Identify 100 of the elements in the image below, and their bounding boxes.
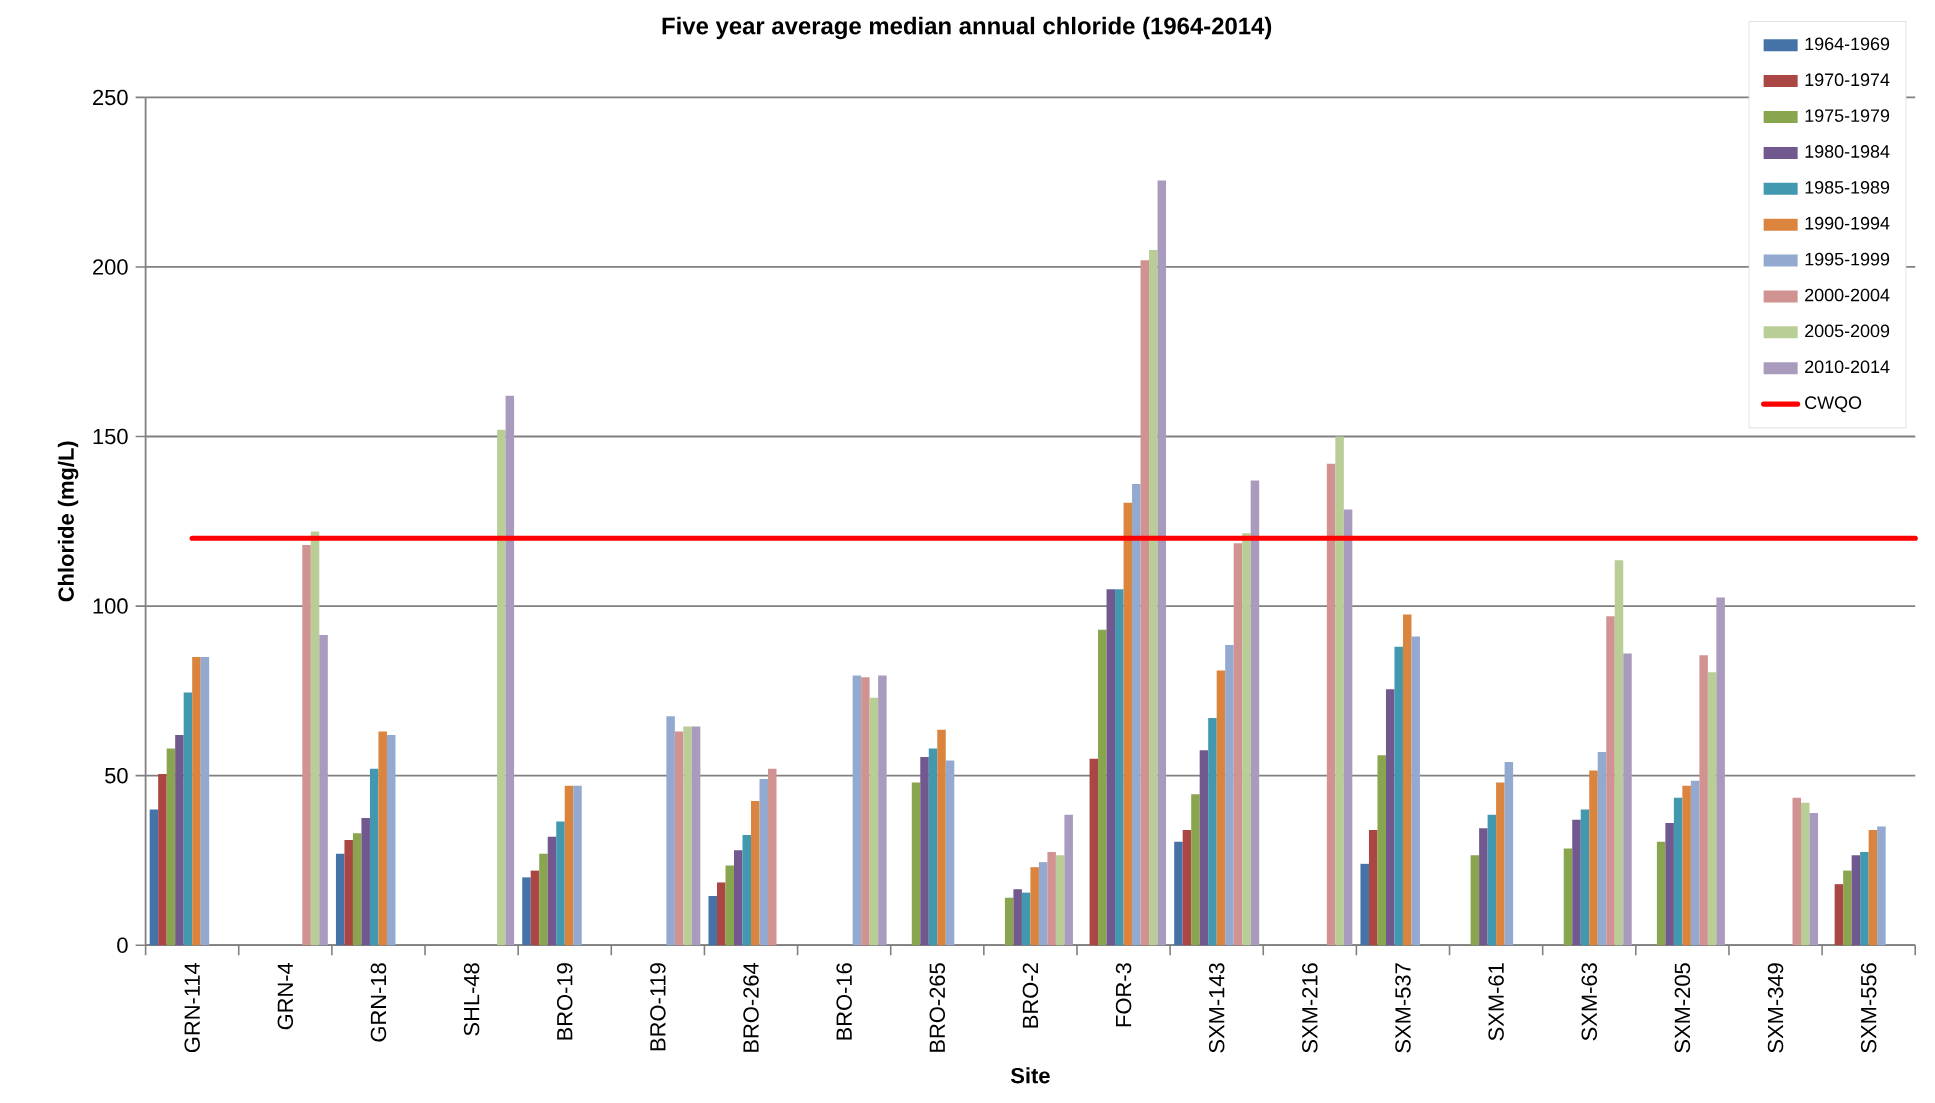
y-axis-title: Chloride (mg/L) [57, 441, 79, 602]
x-tick-label: BRO-119 [650, 963, 666, 1051]
bar [352, 833, 362, 946]
x-tick-label: BRO-19 [556, 963, 573, 1040]
bar [1479, 828, 1488, 946]
bar [1030, 867, 1039, 946]
bar [1174, 841, 1183, 946]
bar [1385, 689, 1395, 946]
bar [1589, 770, 1598, 946]
bar [852, 675, 862, 946]
bar [691, 726, 701, 946]
bar [911, 782, 921, 946]
bar [1021, 892, 1031, 946]
bar [1191, 794, 1200, 946]
bar [192, 656, 201, 946]
bar [759, 779, 768, 946]
legend-label: 2005-2009 [1805, 324, 1890, 338]
bar [878, 675, 887, 946]
bar [539, 853, 548, 946]
bar [386, 734, 396, 946]
legend-label: 1990-1994 [1805, 216, 1890, 230]
bar [1394, 646, 1403, 946]
bar [1115, 589, 1124, 946]
bar [564, 785, 574, 946]
x-tick-label: SXM-216 [1302, 963, 1318, 1053]
bar [1199, 750, 1209, 946]
bar [945, 760, 955, 946]
bar [1368, 829, 1378, 946]
bar [1606, 616, 1615, 946]
bar [1699, 655, 1708, 946]
bar [1089, 758, 1099, 946]
bar [1801, 802, 1810, 946]
bar [1656, 841, 1666, 946]
y-tick-label: 150 [93, 428, 128, 445]
bar [1360, 863, 1369, 946]
y-tick-label: 50 [105, 767, 128, 784]
y-tick-label: 0 [117, 937, 128, 953]
bar [1140, 260, 1150, 946]
bar [310, 531, 320, 946]
legend-label: CWQO [1805, 396, 1862, 413]
bar [1809, 812, 1819, 946]
bar [725, 865, 734, 946]
bar [1038, 862, 1048, 946]
bar [158, 773, 167, 946]
bar [1123, 502, 1133, 946]
bar [1623, 653, 1632, 946]
x-tick-label: SXM-143 [1208, 963, 1225, 1053]
bar [861, 677, 870, 946]
bar [1411, 636, 1420, 946]
x-tick-label: SHL-48 [463, 963, 480, 1036]
bar [1843, 870, 1852, 946]
bar [505, 395, 515, 946]
bar [1614, 560, 1624, 946]
bar [1233, 543, 1243, 946]
bar [937, 729, 946, 946]
bar [1343, 509, 1353, 946]
bar [344, 840, 353, 946]
bar [1682, 785, 1691, 946]
bar [200, 656, 210, 946]
bar [1377, 755, 1386, 946]
bar [335, 853, 345, 946]
x-axis-title: Site [1010, 1067, 1050, 1084]
x-tick-label: SXM-205 [1674, 963, 1691, 1053]
bar [302, 545, 311, 946]
bar [1877, 826, 1886, 946]
bar [1572, 819, 1581, 946]
bar [1487, 814, 1497, 946]
bar [1149, 250, 1158, 946]
bar [1055, 855, 1065, 946]
x-tick-label: BRO-264 [743, 962, 759, 1052]
bar [1496, 782, 1505, 946]
bar [1326, 463, 1336, 946]
bar [183, 692, 193, 946]
x-tick-label: GRN-18 [370, 963, 387, 1042]
bar [1208, 717, 1217, 946]
bar [751, 801, 760, 946]
bar [1064, 814, 1073, 946]
x-tick-label: SXM-537 [1395, 963, 1411, 1053]
bar [149, 809, 159, 946]
bar [497, 429, 506, 946]
bar [530, 870, 540, 946]
legend-label: 1995-1999 [1805, 252, 1890, 266]
bar [1098, 629, 1107, 946]
x-tick-label: SXM-349 [1767, 963, 1784, 1053]
x-tick-label: GRN-4 [277, 962, 294, 1030]
bar [1563, 848, 1573, 946]
x-tick-label: SXM-61 [1488, 963, 1504, 1041]
bar [1792, 797, 1802, 946]
bar [1470, 855, 1480, 946]
bar [547, 836, 557, 946]
bar [1225, 645, 1234, 946]
bar [1106, 589, 1116, 946]
legend-label: 1970-1974 [1805, 73, 1890, 87]
bar [378, 731, 387, 946]
bar [522, 877, 531, 946]
bar [1157, 180, 1167, 946]
bar [1665, 823, 1674, 946]
bar [556, 821, 565, 946]
legend-label: 1964-1969 [1805, 37, 1890, 51]
bar [1597, 751, 1607, 946]
